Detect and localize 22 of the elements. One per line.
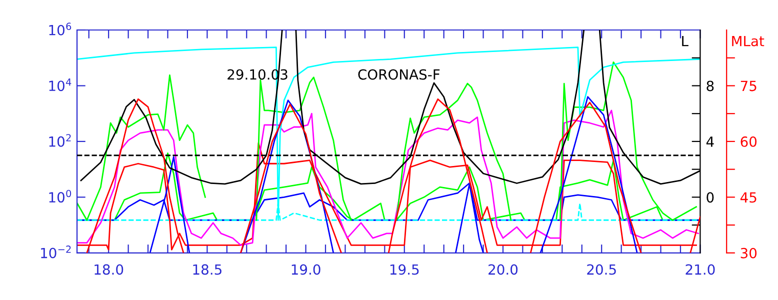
y2-tick-label: 0 <box>706 192 714 203</box>
y3-tick-label: 60 <box>740 136 757 147</box>
x-tick-label: 18.5 <box>193 264 222 275</box>
annotation: CORONAS-F <box>358 69 440 80</box>
y-tick-label: 10$^{2}$ <box>49 134 71 147</box>
x-tick-label: 21.0 <box>686 264 715 275</box>
x-tick-label: 19.0 <box>292 264 320 275</box>
y3-tick-label: 30 <box>740 248 757 258</box>
y2-tick-label: 8 <box>706 80 714 92</box>
x-tick-label: 19.5 <box>390 264 419 275</box>
y-tick-label: 10$^{6}$ <box>49 22 72 36</box>
y2-tick-label: 4 <box>706 136 714 147</box>
y-tick-label: 10$^{4}$ <box>49 78 72 92</box>
y-tick-label: 10$^{0}$ <box>49 190 72 203</box>
y3-axis-title: MLat <box>732 36 764 46</box>
y3-tick-label: 45 <box>740 192 756 203</box>
x-tick-label: 20.5 <box>587 264 616 275</box>
y3-tick-label: 75 <box>740 80 756 92</box>
x-tick-label: 18.0 <box>94 264 124 275</box>
y2-axis-title: L <box>682 36 688 46</box>
y-tick-label: 10$^{−2}$ <box>41 246 71 258</box>
x-tick-label: 20.0 <box>488 264 518 275</box>
